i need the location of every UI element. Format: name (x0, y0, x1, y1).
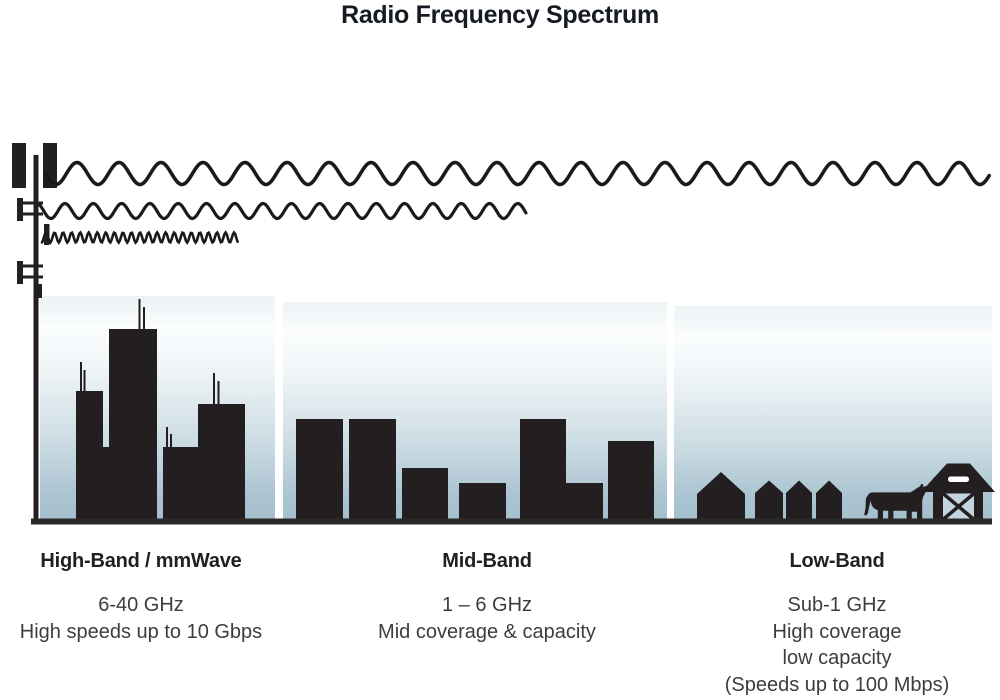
diagram-title: Radio Frequency Spectrum (341, 1, 659, 29)
rural-scene (697, 463, 995, 522)
midrise-building (349, 419, 396, 521)
ground-line (31, 518, 992, 525)
low-band-capacity: low capacity (782, 647, 892, 669)
mid-band-label-group: Mid-Band 1 – 6 GHz Mid coverage & capaci… (337, 550, 637, 645)
skyscraper (198, 404, 245, 521)
midrise-building (520, 419, 566, 521)
house-icon (786, 480, 812, 521)
low-band-speed: (Speeds up to 100 Mbps) (724, 673, 950, 696)
tower-crossbar (17, 264, 43, 268)
tower-pole (33, 155, 39, 522)
house-icon (755, 480, 783, 521)
mid-band-frequency: 1 – 6 GHz (441, 594, 533, 616)
tower-antenna-box (17, 261, 23, 284)
high-band-frequency: 6-40 GHz (98, 594, 184, 616)
skyscraper (109, 329, 157, 521)
short-wavelength-wave-icon (40, 230, 239, 245)
rooftop-antennas (80, 299, 220, 448)
city-skyline-icon (76, 299, 245, 521)
mid-band-coverage: Mid coverage & capacity (378, 620, 596, 643)
house-icon (697, 472, 745, 521)
barn-door-crossbuck (941, 492, 976, 521)
cell-tower-icon (12, 143, 57, 522)
tower-crossbar (17, 212, 43, 216)
spectrum-scene (12, 143, 995, 525)
midrise-buildings-icon (296, 419, 654, 521)
skyscraper (76, 391, 103, 521)
tower-antenna-box (17, 198, 23, 221)
tower-antenna-stub (37, 284, 42, 298)
low-building (103, 447, 109, 521)
radio-waves (38, 160, 991, 245)
barn-door (940, 490, 977, 522)
high-band-title: High-Band / mmWave (40, 550, 242, 572)
low-band-frequency: Sub-1 GHz (787, 594, 887, 616)
tower-crossbar (17, 275, 43, 279)
cow-icon (864, 483, 934, 521)
tower-crossbar (17, 201, 43, 205)
mid-band-description: 1 – 6 GHz Mid coverage & capacity (337, 592, 637, 645)
barn-icon (921, 463, 995, 522)
midrise-building (566, 483, 603, 521)
medium-wavelength-wave-icon (38, 201, 528, 221)
midrise-building (402, 468, 448, 521)
mid-band-title: Mid-Band (442, 550, 532, 572)
high-band-description: 6-40 GHz High speeds up to 10 Gbps (0, 592, 291, 645)
midrise-building (296, 419, 343, 521)
low-building (163, 447, 198, 521)
low-band-label-group: Low-Band Sub-1 GHz High coverage low cap… (687, 550, 987, 698)
low-band-description: Sub-1 GHz High coverage low capacity (Sp… (687, 592, 987, 698)
high-band-speed: High speeds up to 10 Gbps (19, 620, 263, 643)
low-band-title: Low-Band (789, 550, 885, 572)
long-wavelength-wave-icon (44, 160, 991, 187)
tower-antenna-panel-left (12, 143, 26, 188)
low-band-coverage: High coverage (772, 620, 902, 643)
midrise-building (608, 441, 654, 521)
midrise-building (459, 483, 506, 521)
barn-loft-vent (948, 476, 969, 482)
high-band-label-group: High-Band / mmWave 6-40 GHz High speeds … (0, 550, 291, 645)
house-icon (816, 480, 842, 521)
